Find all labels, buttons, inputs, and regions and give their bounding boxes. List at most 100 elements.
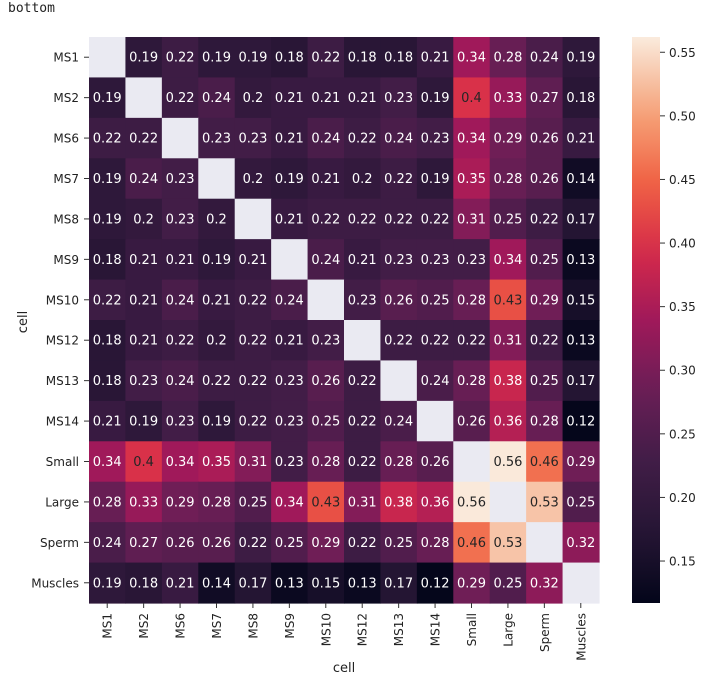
- heatmap-cell: [125, 158, 163, 200]
- cell-value-label: 0.31: [493, 334, 522, 349]
- heatmap-cell: [161, 279, 199, 321]
- heatmap-cell: [562, 198, 600, 240]
- heatmap-cell: [271, 522, 309, 564]
- cell-value-label: 0.17: [566, 374, 595, 389]
- y-tick-label: MS2: [53, 91, 79, 105]
- heatmap-cell: [307, 400, 345, 442]
- cell-value-label: 0.23: [238, 132, 267, 147]
- heatmap-cell: [380, 158, 418, 200]
- cell-value-label: 0.4: [461, 91, 482, 106]
- cell-value-label: 0.31: [238, 455, 267, 470]
- heatmap-cell: [89, 441, 127, 483]
- x-tick-label: Small: [465, 613, 479, 646]
- heatmap-cell: [453, 239, 491, 281]
- heatmap-cell: [125, 400, 163, 442]
- cell-value-label: 0.22: [93, 293, 122, 308]
- cell-value-label: 0.56: [457, 495, 486, 510]
- heatmap-cell: [234, 77, 272, 119]
- y-tick-label: Small: [46, 455, 79, 469]
- cell-value-label: 0.22: [530, 334, 559, 349]
- heatmap-cell: [344, 239, 382, 281]
- x-tick-label: MS14: [429, 613, 443, 646]
- cell-value-label: 0.26: [530, 132, 559, 147]
- cell-value-label: 0.34: [275, 495, 304, 510]
- heatmap-cell: [234, 279, 272, 321]
- cell-value-label: 0.24: [275, 293, 304, 308]
- heatmap-cell: [89, 37, 127, 79]
- cell-value-label: 0.19: [93, 576, 122, 591]
- cell-value-label: 0.15: [311, 576, 340, 591]
- heatmap-cell: [307, 279, 345, 321]
- heatmap-cell: [344, 77, 382, 119]
- heatmap-cell: [125, 441, 163, 483]
- heatmap-cell: [562, 481, 600, 523]
- heatmap-cell: [453, 279, 491, 321]
- cell-value-label: 0.28: [493, 172, 522, 187]
- heatmap-cell: [161, 198, 199, 240]
- heatmap-cell: [161, 481, 199, 523]
- x-tick-label: MS7: [210, 613, 224, 639]
- cell-value-label: 0.23: [275, 455, 304, 470]
- cell-value-label: 0.22: [384, 334, 413, 349]
- heatmap-cell: [344, 481, 382, 523]
- cell-value-label: 0.19: [238, 51, 267, 66]
- heatmap-cell: [161, 239, 199, 281]
- heatmap-cell: [198, 279, 236, 321]
- cell-value-label: 0.21: [166, 253, 195, 268]
- heatmap-cell: [416, 400, 454, 442]
- heatmap-cell: [198, 239, 236, 281]
- heatmap-cell: [234, 37, 272, 79]
- heatmap-cell: [344, 522, 382, 564]
- cell-value-label: 0.29: [493, 132, 522, 147]
- cell-value-label: 0.19: [566, 51, 595, 66]
- y-axis-label: cell: [16, 311, 31, 333]
- cell-value-label: 0.32: [530, 576, 559, 591]
- heatmap-cell: [562, 320, 600, 362]
- cell-value-label: 0.14: [202, 576, 231, 591]
- x-tick-label: Sperm: [538, 613, 552, 652]
- heatmap-cell: [526, 320, 564, 362]
- y-tick-label: MS1: [53, 51, 79, 65]
- heatmap-cell: [234, 562, 272, 604]
- heatmap-cell: [161, 320, 199, 362]
- cell-value-label: 0.23: [166, 212, 195, 227]
- cell-value-label: 0.22: [166, 51, 195, 66]
- heatmap-cell: [416, 522, 454, 564]
- heatmap-cell: [125, 320, 163, 362]
- y-tick-label: MS9: [53, 253, 79, 267]
- heatmap-cell: [380, 279, 418, 321]
- colorbar-tick-label: 0.30: [669, 364, 696, 378]
- cell-value-label: 0.19: [129, 51, 158, 66]
- heatmap-cell: [380, 77, 418, 119]
- heatmap-cell: [344, 279, 382, 321]
- x-tick-label: Muscles: [574, 613, 588, 661]
- heatmap-cell: [198, 441, 236, 483]
- heatmap-cell: [380, 441, 418, 483]
- cell-value-label: 0.22: [421, 334, 450, 349]
- cell-value-label: 0.21: [275, 91, 304, 106]
- cell-value-label: 0.22: [238, 334, 267, 349]
- cell-value-label: 0.29: [566, 455, 595, 470]
- cell-value-label: 0.21: [129, 334, 158, 349]
- cell-value-label: 0.26: [457, 415, 486, 430]
- heatmap-cell: [453, 198, 491, 240]
- y-tick-labels: MS1 MS2 MS6 MS7 MS8 MS9 MS10 MS12 MS13 MS14 Small L…: [31, 51, 89, 590]
- cell-value-label: 0.23: [421, 132, 450, 147]
- heatmap-cell: [307, 522, 345, 564]
- heatmap-cell: [125, 562, 163, 604]
- heatmap-cell: [307, 481, 345, 523]
- cell-value-label: 0.17: [238, 576, 267, 591]
- y-tick-label: Sperm: [40, 536, 79, 550]
- heatmap-cell: [89, 320, 127, 362]
- heatmap-cell: [453, 360, 491, 402]
- cell-value-label: 0.33: [493, 91, 522, 106]
- cell-value-label: 0.18: [348, 51, 377, 66]
- heatmap-cell: [271, 320, 309, 362]
- cell-value-label: 0.22: [348, 536, 377, 551]
- heatmap-cell: [89, 360, 127, 402]
- heatmap-cell: [125, 117, 163, 159]
- cell-value-label: 0.21: [275, 334, 304, 349]
- cell-value-label: 0.23: [384, 253, 413, 268]
- heatmap-cell: [344, 198, 382, 240]
- heatmap-cell: [344, 562, 382, 604]
